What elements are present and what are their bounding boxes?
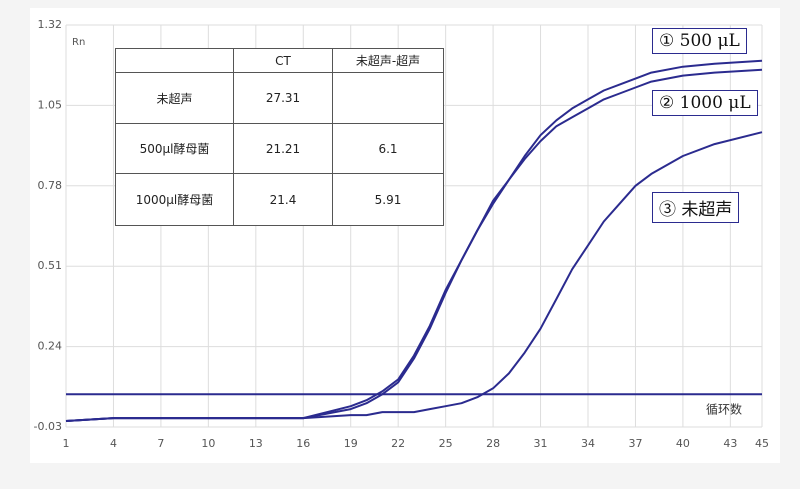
table-cell [332,72,444,124]
x-tick-label: 40 [676,437,690,450]
row-label: 1000μl酵母菌 [115,173,234,226]
table-cell: 21.21 [233,123,333,174]
table-corner [115,48,234,73]
y-tick-label: -0.03 [34,420,62,433]
table-header: CT [233,48,333,73]
x-tick-label: 22 [391,437,405,450]
series-label: ③ 未超声 [652,192,740,223]
table-cell: 5.91 [332,173,444,226]
x-tick-label: 13 [249,437,263,450]
row-label: 500μl酵母菌 [115,123,234,174]
y-tick-label: 0.24 [38,340,63,353]
x-tick-label: 45 [755,437,769,450]
x-tick-label: 19 [344,437,358,450]
x-tick-label: 31 [534,437,548,450]
x-tick-label: 28 [486,437,500,450]
x-tick-label: 7 [157,437,164,450]
x-axis-label: 循环数 [706,402,742,417]
table-cell: 27.31 [233,72,333,124]
x-tick-label: 34 [581,437,595,450]
y-axis-label: Rn [72,37,85,48]
table-cell: 21.4 [233,173,333,226]
x-tick-label: 37 [628,437,642,450]
x-tick-label: 43 [723,437,737,450]
series-label: ② 1000 μL [652,90,758,116]
series-label: ① 500 μL [652,28,747,54]
y-tick-label: 0.51 [38,259,63,272]
x-tick-label: 1 [63,437,70,450]
y-tick-label: 0.78 [38,179,63,192]
x-tick-label: 25 [439,437,453,450]
y-tick-label: 1.32 [38,18,63,31]
x-tick-label: 10 [201,437,215,450]
series-line [65,131,763,422]
x-tick-label: 4 [110,437,117,450]
y-tick-label: 1.05 [38,98,63,111]
ct-table: CT 未超声-超声 未超声 27.31 500μl酵母菌 21.21 6.1 1… [115,48,444,226]
table-header: 未超声-超声 [332,48,444,73]
x-tick-label: 16 [296,437,310,450]
row-label: 未超声 [115,72,234,124]
table-cell: 6.1 [332,123,444,174]
